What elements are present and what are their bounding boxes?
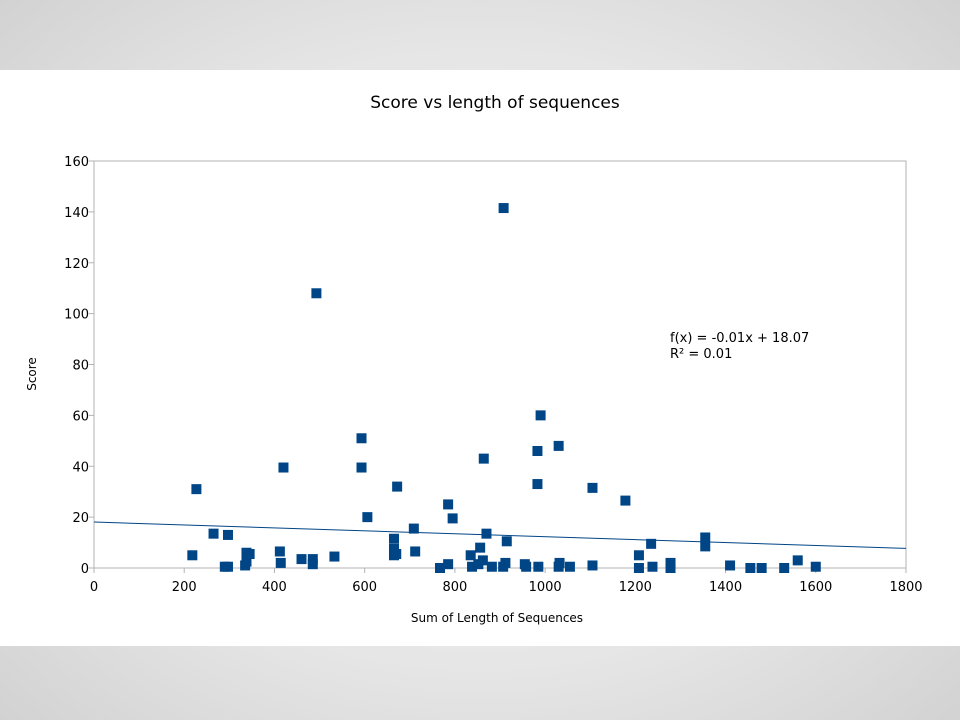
data-point — [792, 555, 803, 566]
x-tick-label: 1400 — [709, 580, 742, 595]
data-point — [275, 557, 286, 568]
data-point — [278, 462, 289, 473]
y-tick-label: 40 — [72, 460, 89, 475]
data-point — [553, 440, 564, 451]
data-point — [554, 557, 565, 568]
data-point — [311, 288, 322, 299]
data-point — [533, 561, 544, 572]
y-axis-ticks: 0 20 40 60 80 100 120 140 160 — [64, 155, 94, 577]
y-tick-label: 100 — [64, 308, 89, 323]
y-tick-label: 60 — [72, 409, 89, 424]
data-point — [388, 543, 399, 554]
data-point — [587, 560, 598, 571]
data-point — [467, 561, 478, 572]
data-point — [241, 556, 252, 567]
trendline-r-squared: R² = 0.01 — [670, 347, 732, 362]
data-point — [392, 481, 403, 492]
data-point — [296, 554, 307, 565]
data-point — [274, 546, 285, 557]
trendline-equation: f(x) = -0.01x + 18.07 — [670, 331, 809, 346]
data-point — [810, 561, 821, 572]
y-tick-label: 0 — [81, 562, 89, 577]
data-point — [700, 532, 711, 543]
trendline-group — [93, 521, 907, 549]
data-point — [191, 484, 202, 495]
data-point — [521, 561, 532, 572]
data-points — [187, 203, 821, 573]
data-point — [244, 549, 255, 560]
y-tick-label: 120 — [64, 257, 89, 272]
data-point — [535, 410, 546, 421]
data-point — [500, 557, 511, 568]
data-point — [481, 528, 492, 539]
data-point — [443, 559, 454, 570]
data-point — [356, 433, 367, 444]
data-point — [362, 512, 373, 523]
data-point — [447, 513, 458, 524]
x-axis-ticks: 0 200 400 600 800 1000 1200 1400 1600 1800 — [90, 568, 923, 595]
x-tick-label: 1000 — [529, 580, 562, 595]
data-point — [222, 561, 233, 572]
data-point — [329, 551, 340, 562]
data-point — [564, 561, 575, 572]
data-point — [587, 482, 598, 493]
data-point — [222, 529, 233, 540]
data-point — [307, 559, 318, 570]
data-point — [388, 533, 399, 544]
x-tick-label: 200 — [172, 580, 197, 595]
data-point — [486, 561, 497, 572]
y-tick-label: 140 — [64, 206, 89, 221]
x-tick-label: 600 — [352, 580, 377, 595]
data-point — [725, 560, 736, 571]
data-point — [307, 554, 318, 565]
data-point — [532, 479, 543, 490]
data-point — [498, 203, 509, 214]
data-point — [665, 563, 676, 573]
trendline — [93, 521, 907, 549]
chart-title: Score vs length of sequences — [370, 93, 620, 113]
data-point — [779, 563, 790, 573]
data-point — [356, 462, 367, 473]
data-point — [700, 541, 711, 552]
x-tick-label: 800 — [442, 580, 467, 595]
data-point — [478, 453, 489, 464]
data-point — [391, 549, 402, 560]
data-point — [477, 555, 488, 566]
data-point — [435, 563, 446, 573]
x-tick-label: 1600 — [799, 580, 832, 595]
data-point — [475, 542, 486, 553]
data-point — [443, 499, 454, 510]
data-point — [620, 495, 631, 506]
y-tick-label: 80 — [72, 359, 89, 374]
data-point — [187, 550, 198, 561]
plot-area — [93, 160, 907, 569]
data-point — [532, 445, 543, 456]
data-point — [501, 536, 512, 547]
data-point — [646, 538, 657, 549]
y-tick-label: 160 — [64, 155, 89, 170]
y-axis-label: Score — [25, 357, 39, 391]
x-axis-label: Sum of Length of Sequences — [411, 611, 583, 625]
x-tick-label: 0 — [90, 580, 98, 595]
data-point — [756, 563, 767, 573]
data-point — [410, 546, 421, 557]
data-point — [665, 557, 676, 568]
data-point — [633, 550, 644, 561]
plot-border — [93, 160, 907, 569]
data-point — [408, 523, 419, 534]
data-point — [208, 528, 219, 539]
x-tick-label: 1200 — [619, 580, 652, 595]
y-tick-label: 20 — [72, 511, 89, 526]
data-point — [647, 561, 658, 572]
data-point — [465, 550, 476, 561]
data-point — [633, 563, 644, 573]
x-tick-label: 1800 — [889, 580, 922, 595]
x-tick-label: 400 — [262, 580, 287, 595]
data-point — [745, 563, 756, 573]
